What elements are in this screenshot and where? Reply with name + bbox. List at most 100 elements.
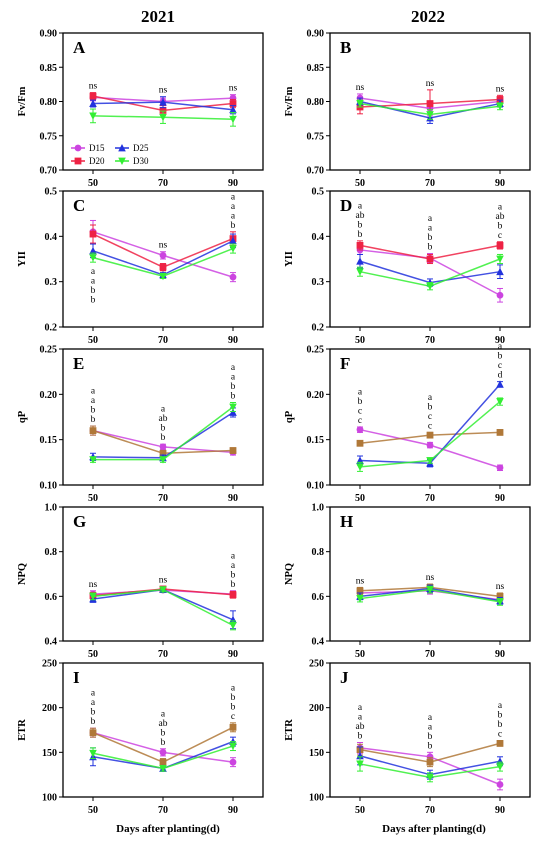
sig-letter: b	[161, 433, 166, 443]
x-tick-label: 90	[495, 649, 505, 660]
sig-letter: b	[428, 741, 433, 751]
sig-letter: c	[498, 361, 502, 371]
sig-letter: b	[161, 424, 166, 434]
sig-letter: c	[498, 231, 502, 241]
data-point	[356, 257, 364, 265]
sig-letter: ns	[496, 84, 505, 94]
sig-letter: a	[91, 698, 96, 708]
data-point	[89, 246, 97, 255]
sig-letter: a	[91, 267, 96, 277]
data-point	[426, 255, 434, 263]
sig-letter: b	[231, 391, 236, 401]
sig-letter: b	[91, 286, 96, 296]
data-point	[356, 463, 364, 471]
y-tick-label: 0.75	[307, 131, 325, 142]
data-point	[159, 586, 167, 594]
y-tick-label: 0.4	[312, 637, 325, 648]
legend-entry-d25: D25	[115, 143, 149, 153]
sig-letter: b	[231, 702, 236, 712]
series-d15	[356, 426, 504, 472]
sig-letter: ns	[159, 86, 168, 96]
panel-h-letter: H	[340, 512, 353, 531]
y-tick-label: 0.25	[40, 345, 58, 356]
x-tick-label: 90	[495, 493, 505, 504]
y-tick-label: 0.5	[45, 187, 58, 198]
sig-letter: b	[428, 732, 433, 742]
sig-letter: a	[231, 372, 236, 382]
data-point	[426, 758, 434, 766]
x-tick-label: 90	[228, 649, 238, 660]
data-point	[89, 749, 97, 758]
data-point	[356, 595, 364, 603]
sig-letter: a	[428, 713, 433, 723]
sig-letter: b	[428, 402, 433, 412]
series-d30	[356, 756, 504, 783]
data-point	[229, 408, 237, 416]
sig-letter: a	[231, 211, 236, 221]
data-point	[426, 773, 434, 782]
data-point	[496, 291, 504, 299]
sig-letter: a	[231, 561, 236, 571]
y-tick-label: 0.6	[312, 592, 325, 603]
y-tick-label: 0.90	[307, 29, 325, 40]
panel-a-ylabel: Fv/Fm	[17, 86, 28, 116]
x-tick-label: 90	[495, 805, 505, 816]
y-tick-label: 1.0	[312, 503, 325, 514]
sig-letter: b	[161, 728, 166, 738]
sig-letter: ns	[356, 83, 365, 93]
panel-c-ylabel: YII	[17, 251, 28, 267]
data-point	[356, 587, 364, 595]
y-tick-label: 0.15	[307, 435, 325, 446]
series-d20	[89, 425, 237, 457]
series-d15	[356, 244, 504, 303]
series-d30	[356, 99, 504, 120]
x-tick-label: 90	[228, 335, 238, 346]
data-point	[426, 441, 434, 449]
data-point	[496, 592, 504, 600]
legend-marker	[74, 157, 82, 165]
data-point	[496, 242, 504, 249]
sig-letter: a	[91, 396, 96, 406]
legend-marker	[118, 157, 126, 165]
sig-letter: ns	[89, 580, 98, 590]
sig-letter: b	[358, 397, 363, 407]
data-point	[496, 763, 504, 771]
sig-letter: ab	[356, 211, 365, 221]
panel-h-ylabel: NPQ	[284, 563, 295, 585]
sig-letter: b	[161, 738, 166, 748]
y-tick-label: 0.2	[312, 323, 325, 334]
panel-j-letter: J	[340, 668, 349, 687]
y-tick-label: 0.85	[307, 63, 325, 74]
x-tick-label: 50	[355, 805, 365, 816]
sig-letter: b	[428, 233, 433, 243]
panel-b-ylabel: Fv/Fm	[284, 86, 295, 116]
data-point	[356, 100, 364, 108]
x-axis-label-right: Days after planting(d)	[382, 823, 486, 835]
sig-letter: b	[231, 382, 236, 392]
y-tick-label: 0.70	[307, 166, 325, 177]
data-point	[356, 268, 364, 276]
sig-letter: b	[231, 580, 236, 590]
series-line	[92, 588, 234, 627]
y-tick-label: 0.5	[312, 187, 325, 198]
sig-letter: b	[498, 711, 503, 721]
panel-e-ylabel: qP	[17, 410, 28, 423]
data-point	[496, 267, 504, 276]
panel-e-letter: E	[73, 354, 84, 373]
panel-i-letter: I	[73, 668, 80, 687]
sig-letter: a	[161, 405, 166, 415]
sig-letter: b	[91, 406, 96, 416]
header-right: 2022	[411, 7, 445, 26]
legend-label: D20	[89, 156, 105, 166]
x-tick-label: 70	[158, 178, 168, 189]
data-point	[426, 586, 434, 594]
x-tick-label: 90	[495, 335, 505, 346]
sig-letter: b	[358, 220, 363, 230]
data-point	[426, 753, 434, 761]
x-tick-label: 70	[425, 493, 435, 504]
series-d30	[356, 585, 504, 606]
series-d30	[89, 108, 237, 127]
